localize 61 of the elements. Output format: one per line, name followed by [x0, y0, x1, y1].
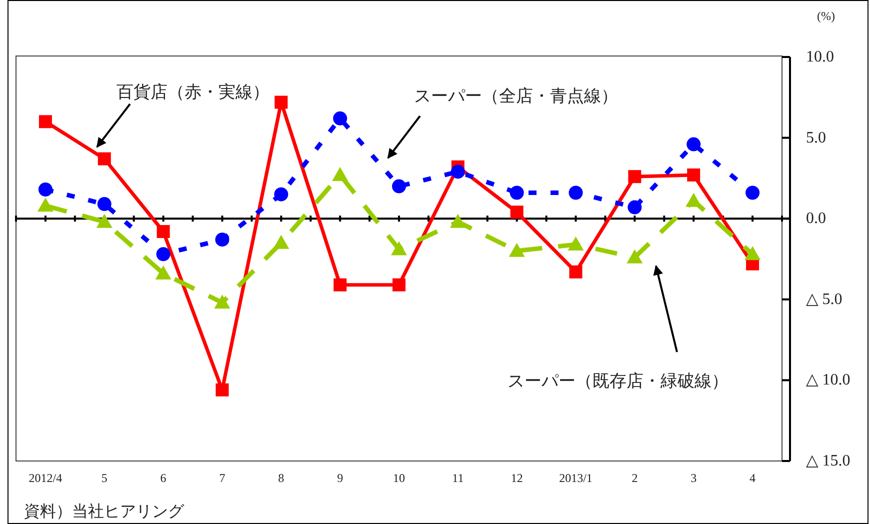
point [37, 198, 54, 212]
point [214, 294, 230, 309]
point [686, 137, 701, 152]
y-tick-label: △ 10.0 [806, 372, 850, 389]
point [744, 246, 761, 260]
y-axis-title: (%) [817, 9, 835, 23]
point [568, 236, 584, 250]
point [687, 168, 700, 182]
point [273, 234, 290, 249]
point [38, 115, 52, 128]
point [38, 182, 52, 197]
text: スーパー（全店・青点線） [414, 86, 618, 106]
point [332, 166, 348, 181]
text: スーパー（既存店・緑破線） [508, 372, 728, 390]
x-tick-label: 4 [750, 471, 756, 485]
point [216, 383, 229, 396]
series-label: 百貨店（赤・実線） [116, 82, 270, 102]
point [156, 225, 170, 238]
point [569, 265, 582, 278]
x-tick-label: 7 [219, 471, 226, 485]
point [628, 170, 642, 184]
point [508, 242, 525, 257]
x-tick-label: 9 [337, 471, 344, 485]
y-tick-label: △ 15.0 [806, 452, 850, 470]
point [274, 187, 288, 202]
x-tick-label: 8 [278, 471, 284, 485]
point [746, 186, 760, 200]
point [686, 192, 702, 207]
y-tick-label: 5.0 [806, 129, 826, 146]
point [274, 96, 288, 109]
y-tick-label: 0.0 [806, 210, 826, 228]
point [96, 214, 112, 228]
point [626, 249, 643, 264]
x-tick-label: 5 [101, 471, 108, 485]
point [510, 206, 524, 219]
point [155, 266, 172, 280]
point [97, 197, 112, 212]
text: 資料）当社ヒアリング [24, 502, 185, 520]
point [391, 241, 407, 256]
x-tick-label: 10 [393, 471, 405, 485]
point [628, 200, 642, 214]
point [392, 278, 406, 292]
point [568, 186, 583, 200]
point [334, 278, 347, 292]
x-tick-label: 2012/4 [28, 471, 62, 485]
y-tick-label: △ 5.0 [806, 290, 842, 308]
point [510, 186, 524, 200]
point [450, 164, 465, 179]
x-tick-label: 2013/1 [559, 471, 592, 485]
x-tick-label: 6 [160, 471, 166, 485]
x-tick-label: 11 [452, 471, 464, 485]
point [333, 111, 348, 126]
point [215, 232, 230, 247]
x-tick-label: 2 [632, 471, 638, 485]
x-tick-label: 12 [510, 471, 523, 485]
point [98, 152, 111, 166]
point [392, 179, 406, 194]
y-tick-label: 10.0 [806, 48, 834, 66]
point [450, 214, 466, 228]
point [156, 247, 170, 262]
x-tick-label: 3 [690, 471, 697, 485]
